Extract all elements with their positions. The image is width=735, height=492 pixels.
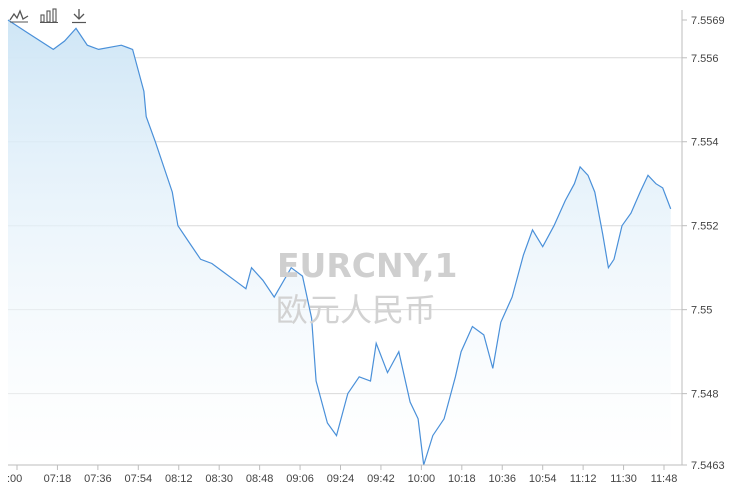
line-chart-icon (9, 9, 29, 23)
x-tick-label: 08:30 (205, 473, 233, 485)
x-tick-label: 07:36 (84, 473, 112, 485)
bar-chart-button[interactable] (38, 6, 60, 26)
x-tick-label: 07:18 (44, 473, 72, 485)
watermark-symbol: EURCNY,1 (277, 246, 458, 285)
line-chart-button[interactable] (8, 6, 30, 26)
watermark-name: 欧元人民币 (276, 291, 437, 329)
x-tick-label: 10:18 (448, 473, 476, 485)
download-icon (72, 9, 86, 24)
x-tick-label: 07:54 (125, 473, 153, 485)
y-tick-label: 7.556 (691, 53, 719, 65)
y-tick-label: 7.5463 (691, 460, 725, 472)
y-tick-label: 7.554 (691, 137, 719, 149)
x-tick-label: 08:12 (165, 473, 193, 485)
x-tick-label: 10:36 (488, 473, 516, 485)
chart-toolbar (8, 6, 90, 26)
x-tick-label: 10:00 (408, 473, 436, 485)
y-tick-label: 7.552 (691, 221, 719, 233)
download-button[interactable] (68, 6, 90, 26)
x-tick-label: 10:54 (529, 473, 557, 485)
x-tick-label: 08:48 (246, 473, 274, 485)
x-tick-label: 09:42 (367, 473, 395, 485)
price-line (7, 19, 672, 466)
x-tick-label: 11:48 (651, 473, 678, 485)
bar-chart-icon (40, 8, 58, 23)
y-tick-label: 7.55 (691, 305, 712, 317)
y-tick-label: 7.5569 (691, 15, 725, 27)
price-area (8, 20, 671, 465)
y-axis-ticks: 7.5569 7.556 7.554 7.552 7.55 7.548 7.5463 (682, 15, 725, 472)
x-tick-label: :00 (7, 473, 22, 485)
x-tick-label: 09:06 (286, 473, 314, 485)
x-tick-label: 11:30 (610, 473, 637, 485)
x-axis-ticks: :00 07:18 07:36 07:54 08:12 08:30 08:48 09:06 09… (7, 465, 677, 485)
x-tick-label: 11:12 (570, 473, 597, 485)
y-tick-label: 7.548 (691, 389, 719, 401)
x-tick-label: 09:24 (327, 473, 355, 485)
